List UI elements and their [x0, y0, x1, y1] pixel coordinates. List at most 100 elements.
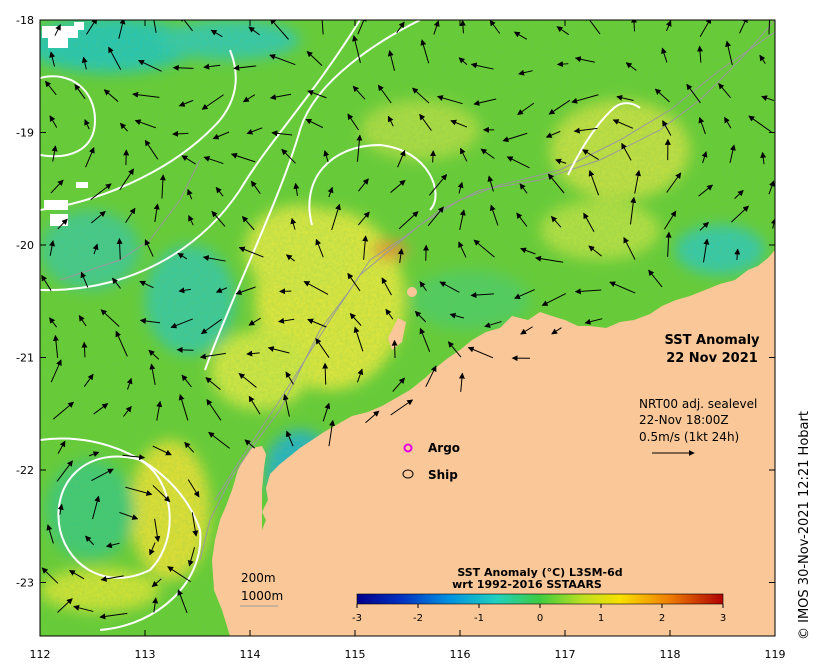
x-tick-label: 115	[345, 648, 366, 661]
x-tick-label: 119	[765, 648, 786, 661]
current-arrow-icon	[391, 339, 398, 359]
current-arrow-icon	[211, 210, 226, 227]
current-arrow-icon	[545, 130, 561, 138]
current-arrow-icon	[385, 308, 394, 320]
current-arrow-icon	[428, 173, 448, 196]
current-arrow-icon	[241, 215, 255, 231]
no-data-cloud	[42, 22, 88, 226]
current-source-label: NRT00 adj. sealevel	[639, 397, 757, 411]
current-vectors	[41, 20, 775, 620]
current-arrow-icon	[177, 252, 188, 260]
current-arrow-icon	[187, 547, 196, 567]
current-arrow-icon	[730, 205, 750, 223]
current-arrow-icon	[267, 346, 290, 354]
current-arrow-icon	[616, 94, 634, 102]
current-arrow-icon	[85, 535, 95, 546]
current-arrow-icon	[686, 83, 701, 104]
current-arrow-icon	[152, 485, 171, 503]
current-arrow-icon	[654, 88, 670, 103]
current-arrow-icon	[81, 341, 88, 358]
current-arrow-icon	[199, 352, 226, 360]
current-arrow-icon	[246, 127, 263, 135]
current-arrow-icon	[724, 116, 732, 129]
current-arrow-icon	[513, 31, 528, 40]
current-arrow-icon	[315, 337, 330, 359]
current-arrow-icon	[698, 184, 714, 197]
current-arrow-icon	[303, 281, 329, 295]
current-arrow-icon	[520, 247, 536, 255]
current-arrow-icon	[358, 178, 369, 192]
current-arrow-icon	[365, 410, 380, 424]
current-arrow-icon	[519, 183, 528, 194]
current-arrow-icon	[90, 210, 106, 224]
current-time-label: 22-Nov 18:00Z	[639, 413, 729, 427]
current-arrow-icon	[556, 61, 569, 68]
current-arrow-icon	[699, 20, 712, 38]
current-arrow-icon	[285, 371, 294, 385]
current-arrow-icon	[661, 47, 668, 63]
current-arrow-icon	[556, 26, 570, 36]
current-arrow-icon	[49, 240, 56, 256]
current-arrow-icon	[200, 318, 222, 335]
current-arrow-icon	[180, 20, 193, 32]
current-arrow-icon	[181, 155, 196, 165]
current-arrow-icon	[470, 62, 494, 70]
y-tick-label: -22	[16, 464, 34, 477]
current-arrow-icon	[547, 173, 565, 194]
current-arrow-icon	[419, 327, 431, 353]
current-arrow-icon	[436, 95, 463, 105]
current-arrow-icon	[555, 158, 567, 165]
current-arrow-icon	[88, 451, 100, 457]
current-arrow-icon	[233, 64, 257, 71]
current-arrow-icon	[666, 172, 682, 193]
current-arrow-icon	[489, 204, 499, 226]
current-arrow-icon	[612, 119, 634, 129]
current-arrow-icon	[278, 317, 295, 324]
current-arrow-icon	[458, 241, 467, 258]
current-arrow-icon	[178, 99, 194, 107]
current-arrow-icon	[293, 182, 300, 197]
current-arrow-icon	[480, 148, 495, 159]
colorbar-tick-label: -1	[474, 613, 484, 624]
current-arrow-icon	[139, 318, 161, 324]
x-axis: 112 113 114 115 116 117 118 119	[30, 20, 786, 661]
colorbar-tick-label: -3	[352, 613, 362, 624]
ship-marker-icon	[402, 469, 414, 479]
current-arrow-icon	[116, 237, 123, 260]
current-arrow-icon	[759, 54, 766, 64]
colorbar-title-line1: SST Anomaly (°C) L3SM-6d	[457, 566, 622, 579]
current-arrow-icon	[248, 26, 260, 36]
current-arrow-icon	[115, 330, 128, 357]
colorbar-tick-label: 0	[537, 613, 543, 624]
current-arrow-icon	[447, 341, 462, 358]
current-arrow-icon	[238, 246, 264, 258]
current-arrow-icon	[57, 218, 68, 230]
x-tick-label: 117	[555, 648, 576, 661]
current-arrow-icon	[502, 132, 528, 143]
current-arrow-icon	[57, 598, 73, 613]
current-arrow-icon	[74, 83, 86, 100]
current-arrow-icon	[178, 287, 191, 294]
current-arrow-icon	[548, 99, 571, 115]
current-arrow-icon	[208, 431, 230, 449]
current-arrow-icon	[458, 372, 465, 392]
current-arrow-icon	[551, 327, 562, 335]
current-arrow-icon	[698, 116, 706, 135]
sst-field	[40, 20, 775, 636]
current-arrow-icon	[187, 479, 200, 498]
current-arrow-icon	[269, 93, 292, 100]
current-arrow-icon	[768, 20, 771, 35]
current-arrow-icon	[520, 326, 533, 335]
current-arrow-icon	[93, 403, 109, 415]
current-arrow-icon	[91, 468, 114, 482]
current-arrow-icon	[484, 321, 502, 328]
current-arrow-icon	[514, 289, 535, 299]
current-arrow-icon	[761, 95, 775, 102]
current-arrow-icon	[83, 373, 94, 387]
current-arrow-icon	[152, 597, 159, 613]
current-arrow-icon	[718, 83, 731, 99]
current-arrow-icon	[574, 56, 595, 63]
current-arrow-icon	[248, 395, 261, 415]
current-arrow-icon	[588, 245, 602, 257]
